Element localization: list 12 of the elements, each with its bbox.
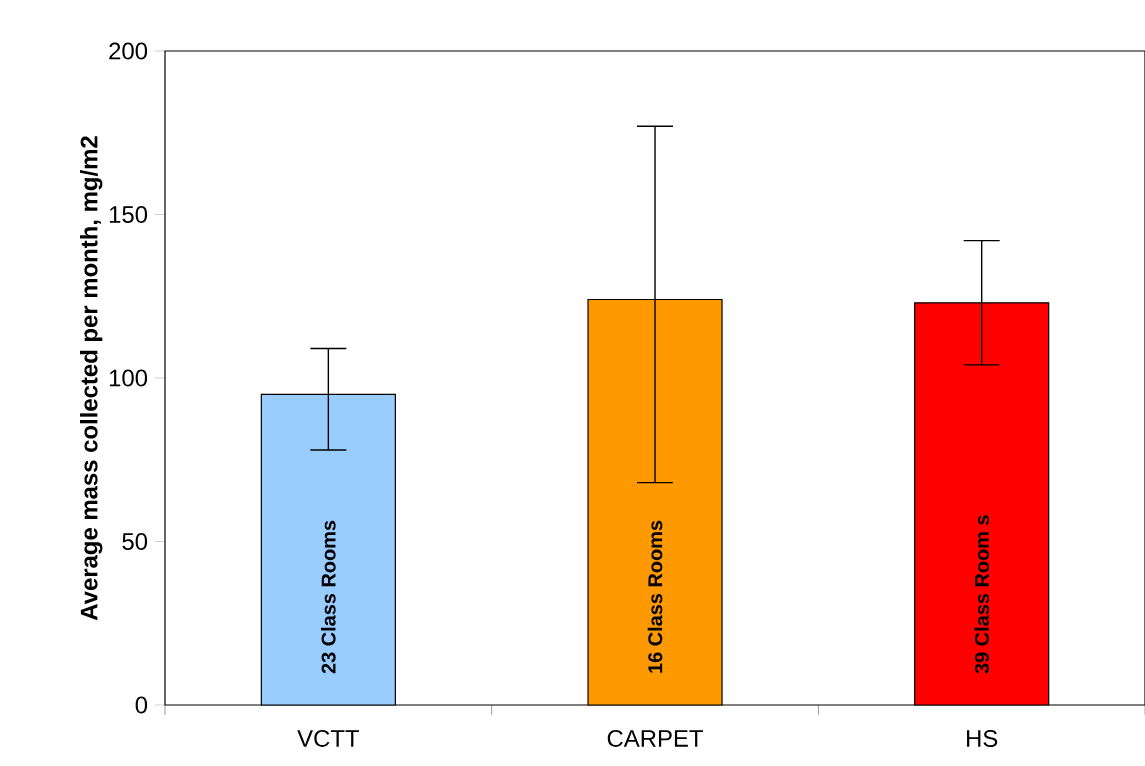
- y-tick-label: 100: [109, 369, 148, 387]
- x-tick-label: HS: [967, 729, 998, 747]
- y-tick-label: 200: [109, 42, 148, 60]
- annotation: 23 Class Rooms: [321, 520, 336, 674]
- x-tick-label: VCTT: [297, 729, 360, 747]
- y-tick-label: 150: [109, 206, 148, 223]
- y-tick-label: 50: [122, 533, 148, 550]
- annotation: 16 Class Rooms: [647, 520, 663, 673]
- y-tick-label: 0: [135, 696, 148, 714]
- y-axis-title: Average mass collected per month, mg/m2: [80, 136, 103, 621]
- annotation: 39 Class Room s: [974, 515, 990, 674]
- x-tick-label: CARPET: [607, 729, 703, 747]
